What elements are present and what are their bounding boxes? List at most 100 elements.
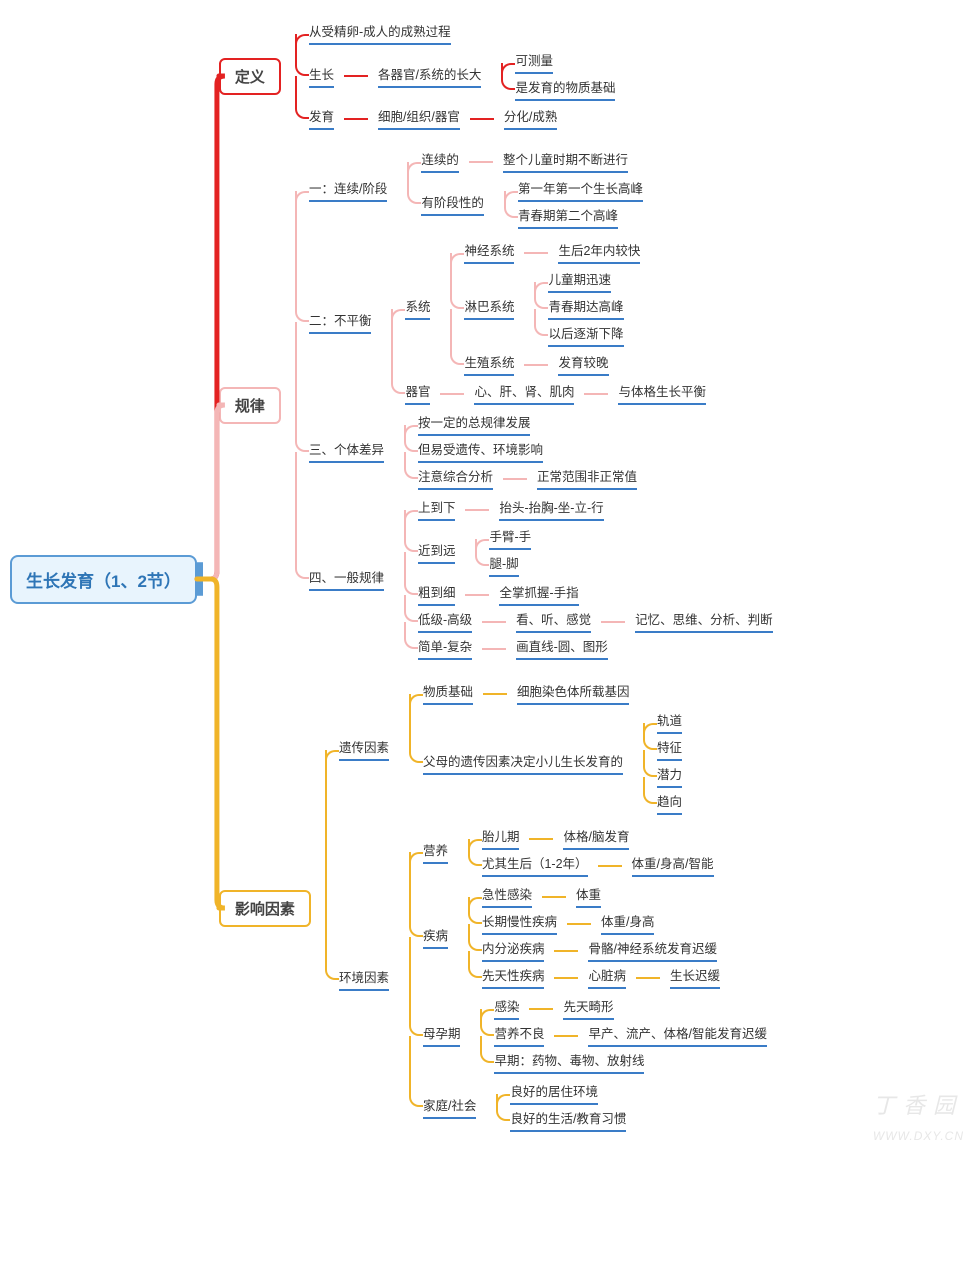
leaf-node[interactable]: 正常范围非正常值 (537, 467, 637, 490)
leaf-node[interactable]: 可测量 (515, 51, 553, 74)
connector-line (598, 865, 622, 867)
leaf-node[interactable]: 母孕期 (423, 1024, 461, 1047)
leaf-node[interactable]: 画直线-圆、图形 (516, 637, 608, 660)
leaf-node[interactable]: 先天畸形 (563, 997, 613, 1020)
leaf-node[interactable]: 儿童期迅速 (548, 270, 611, 293)
leaf-node[interactable]: 家庭/社会 (423, 1096, 476, 1119)
node-row: 粗到细 全掌抓握-手指 (418, 583, 773, 606)
leaf-node[interactable]: 发育较晚 (558, 353, 608, 376)
leaf-node[interactable]: 从受精卵-成人的成熟过程 (309, 22, 451, 45)
leaf-node[interactable]: 良好的生活/教育习惯 (510, 1109, 626, 1132)
leaf-node[interactable]: 体重/身高 (601, 912, 654, 935)
leaf-node[interactable]: 抬头-抬胸-坐-立-行 (499, 498, 603, 521)
node-row: 家庭/社会 良好的居住环境良好的生活/教育习惯 (423, 1080, 767, 1134)
leaf-node[interactable]: 全掌抓握-手指 (499, 583, 578, 606)
branch-node[interactable]: 影响因素 (219, 890, 311, 927)
node-row: 是发育的物质基础 (515, 78, 615, 101)
leaf-node[interactable]: 内分泌疾病 (482, 939, 545, 962)
root-node[interactable]: 生长发育（1、2节） (10, 555, 197, 604)
leaf-node[interactable]: 上到下 (418, 498, 456, 521)
leaf-node[interactable]: 心、肝、肾、肌肉 (474, 382, 574, 405)
leaf-node[interactable]: 三、个体差异 (309, 440, 384, 463)
leaf-node[interactable]: 营养 (423, 841, 448, 864)
branch-node[interactable]: 规律 (219, 387, 281, 424)
leaf-node[interactable]: 与体格生长平衡 (618, 382, 706, 405)
connector-line (482, 621, 506, 623)
leaf-node[interactable]: 骨骼/神经系统发育迟缓 (588, 939, 716, 962)
leaf-node[interactable]: 器官 (405, 382, 430, 405)
node-row: 二：不平衡系统神经系统生后2年内较快淋巴系统儿童期迅速青春期达高峰以后逐渐下降生… (309, 237, 773, 407)
leaf-node[interactable]: 淋巴系统 (464, 297, 514, 320)
leaf-node[interactable]: 细胞/组织/器官 (378, 107, 460, 130)
leaf-node[interactable]: 良好的居住环境 (510, 1082, 598, 1105)
leaf-node[interactable]: 低级-高级 (418, 610, 472, 633)
leaf-node[interactable]: 有阶段性的 (421, 193, 484, 216)
leaf-node[interactable]: 急性感染 (482, 885, 532, 908)
leaf-node[interactable]: 早产、流产、体格/智能发育迟缓 (588, 1024, 766, 1047)
leaf-node[interactable]: 细胞染色体所载基因 (517, 682, 630, 705)
leaf-node[interactable]: 四、一般规律 (309, 568, 384, 591)
leaf-node[interactable]: 环境因素 (339, 968, 389, 991)
leaf-node[interactable]: 以后逐渐下降 (548, 324, 623, 347)
leaf-node[interactable]: 记忆、思维、分析、判断 (635, 610, 773, 633)
node-row: 营养不良 早产、流产、体格/智能发育迟缓 (494, 1024, 767, 1047)
leaf-node[interactable]: 分化/成熟 (504, 107, 557, 130)
leaf-node[interactable]: 趋向 (657, 792, 682, 815)
leaf-node[interactable]: 简单-复杂 (418, 637, 472, 660)
leaf-node[interactable]: 疾病 (423, 926, 448, 949)
leaf-node[interactable]: 尤其生后（1-2年） (482, 854, 588, 877)
leaf-node[interactable]: 青春期第二个高峰 (518, 206, 618, 229)
node-row: 胎儿期 体格/脑发育 (482, 827, 714, 850)
leaf-node[interactable]: 潜力 (657, 765, 682, 788)
leaf-node[interactable]: 粗到细 (418, 583, 456, 606)
leaf-node[interactable]: 一：连续/阶段 (309, 179, 387, 202)
leaf-node[interactable]: 手臂-手 (489, 527, 531, 550)
subtree: 手臂-手腿-脚 (465, 525, 531, 579)
node-row: 器官 心、肝、肾、肌肉 与体格生长平衡 (405, 382, 706, 405)
leaf-node[interactable]: 生后2年内较快 (558, 241, 640, 264)
leaf-node[interactable]: 感染 (494, 997, 519, 1020)
subtree: 从受精卵-成人的成熟过程生长各器官/系统的长大可测量是发育的物质基础发育细胞/组… (285, 20, 616, 132)
leaf-node[interactable]: 青春期达高峰 (548, 297, 623, 320)
leaf-node[interactable]: 遗传因素 (339, 738, 389, 761)
node-row: 特征 (657, 738, 682, 761)
leaf-node[interactable]: 父母的遗传因素决定小儿生长发育的 (423, 752, 623, 775)
leaf-node[interactable]: 但易受遗传、环境影响 (418, 440, 543, 463)
leaf-node[interactable]: 早期：药物、毒物、放射线 (494, 1051, 644, 1074)
subtree: 系统神经系统生后2年内较快淋巴系统儿童期迅速青春期达高峰以后逐渐下降生殖系统发育… (381, 237, 706, 407)
leaf-node[interactable]: 心脏病 (588, 966, 626, 989)
leaf-node[interactable]: 体重/身高/智能 (632, 854, 714, 877)
leaf-node[interactable]: 看、听、感觉 (516, 610, 591, 633)
node-row: 母孕期 感染 先天畸形营养不良 早产、流产、体格/智能发育迟缓早期：药物、毒物、放射线 (423, 995, 767, 1076)
leaf-node[interactable]: 发育 (309, 107, 334, 130)
leaf-node[interactable]: 营养不良 (494, 1024, 544, 1047)
leaf-node[interactable]: 各器官/系统的长大 (378, 65, 481, 88)
leaf-node[interactable]: 二：不平衡 (309, 311, 372, 334)
leaf-node[interactable]: 生殖系统 (464, 353, 514, 376)
leaf-node[interactable]: 长期慢性疾病 (482, 912, 557, 935)
leaf-node[interactable]: 整个儿童时期不断进行 (503, 150, 628, 173)
leaf-node[interactable]: 特征 (657, 738, 682, 761)
leaf-node[interactable]: 第一年第一个生长高峰 (518, 179, 643, 202)
leaf-node[interactable]: 物质基础 (423, 682, 473, 705)
leaf-node[interactable]: 轨道 (657, 711, 682, 734)
node-row: 青春期第二个高峰 (518, 206, 643, 229)
leaf-node[interactable]: 体格/脑发育 (563, 827, 629, 850)
leaf-node[interactable]: 按一定的总规律发展 (418, 413, 531, 436)
branch-node[interactable]: 定义 (219, 58, 281, 95)
leaf-node[interactable]: 先天性疾病 (482, 966, 545, 989)
leaf-node[interactable]: 是发育的物质基础 (515, 78, 615, 101)
subtree: 可测量是发育的物质基础 (491, 49, 615, 103)
leaf-node[interactable]: 系统 (405, 297, 430, 320)
leaf-node[interactable]: 连续的 (421, 150, 459, 173)
leaf-node[interactable]: 腿-脚 (489, 554, 518, 577)
subtree: 儿童期迅速青春期达高峰以后逐渐下降 (524, 268, 623, 349)
leaf-node[interactable]: 体重 (576, 885, 601, 908)
node-row: 简单-复杂 画直线-圆、图形 (418, 637, 773, 660)
leaf-node[interactable]: 生长迟缓 (670, 966, 720, 989)
leaf-node[interactable]: 神经系统 (464, 241, 514, 264)
leaf-node[interactable]: 胎儿期 (482, 827, 520, 850)
leaf-node[interactable]: 注意综合分析 (418, 467, 493, 490)
leaf-node[interactable]: 近到远 (418, 541, 456, 564)
leaf-node[interactable]: 生长 (309, 65, 334, 88)
